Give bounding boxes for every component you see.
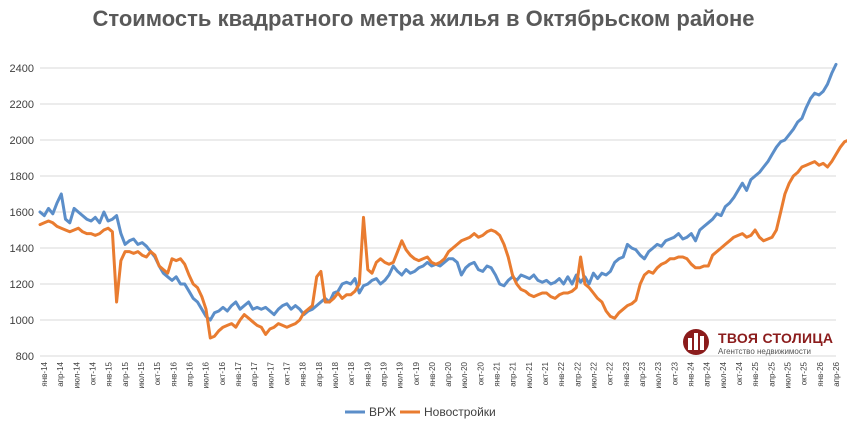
- x-tick-label: июл-23: [654, 361, 663, 388]
- x-tick-label: окт-16: [218, 361, 227, 385]
- x-tick-label: июл-18: [331, 361, 340, 388]
- x-tick-label: июл-20: [460, 361, 469, 388]
- x-tick-label: окт-17: [282, 361, 291, 385]
- y-tick-label: 1600: [10, 207, 34, 219]
- x-tick-label: окт-15: [153, 361, 162, 385]
- x-tick-label: янв-26: [816, 361, 825, 386]
- x-tick-label: июл-25: [784, 361, 793, 388]
- series-line-vrzh: [38, 62, 838, 322]
- x-tick-label: июл-22: [590, 361, 599, 388]
- x-tick-label: янв-19: [363, 361, 372, 386]
- x-tick-label: апр-15: [121, 361, 130, 386]
- x-tick-label: окт-18: [347, 361, 356, 385]
- legend: ВРЖ Новостройки: [345, 405, 496, 419]
- legend-label: ВРЖ: [369, 405, 396, 419]
- x-tick-label: июл-24: [719, 361, 728, 388]
- x-tick-label: окт-22: [606, 361, 615, 385]
- chart-title: Стоимость квадратного метра жилья в Октя…: [92, 6, 755, 31]
- x-tick-label: апр-14: [56, 361, 65, 386]
- x-tick-label: окт-23: [670, 361, 679, 385]
- x-tick-label: апр-23: [638, 361, 647, 386]
- x-tick-label: окт-20: [476, 361, 485, 385]
- x-tick-label: июл-17: [266, 361, 275, 388]
- gridlines: [40, 67, 836, 357]
- y-tick-label: 2400: [10, 63, 34, 75]
- x-tick-label: окт-14: [88, 361, 97, 385]
- x-tick-label: янв-24: [687, 361, 696, 386]
- x-tick-label: окт-19: [412, 361, 421, 385]
- y-tick-label: 1200: [10, 279, 34, 291]
- x-tick-label: апр-18: [315, 361, 324, 386]
- x-tick-label: янв-21: [493, 361, 502, 386]
- x-tick-label: янв-25: [751, 361, 760, 386]
- x-tick-label: июл-19: [396, 361, 405, 388]
- y-tick-label: 1400: [10, 243, 34, 255]
- x-tick-label: янв-15: [105, 361, 114, 386]
- x-tick-label: янв-22: [557, 361, 566, 386]
- x-tick-label: июл-15: [137, 361, 146, 388]
- y-axis-ticks: 800 1000 1200 1400 1600 1800 2000 2200 2400: [10, 63, 34, 363]
- series-line-novostroyki: [38, 139, 847, 340]
- x-tick-label: июл-21: [525, 361, 534, 388]
- brand-logo: ТВОЯ СТОЛИЦА Агентство недвижимости: [682, 328, 834, 356]
- y-tick-label: 800: [16, 351, 34, 363]
- y-tick-label: 2000: [10, 135, 34, 147]
- x-tick-label: янв-17: [234, 361, 243, 386]
- x-tick-label: янв-14: [40, 361, 49, 386]
- x-tick-label: янв-16: [169, 361, 178, 386]
- logo-subtitle: Агентство недвижимости: [718, 347, 811, 356]
- x-tick-label: апр-17: [250, 361, 259, 386]
- x-tick-label: июл-14: [72, 361, 81, 388]
- x-tick-label: окт-21: [541, 361, 550, 385]
- legend-label: Новостройки: [424, 405, 496, 419]
- x-tick-label: янв-18: [299, 361, 308, 386]
- x-tick-label: апр-25: [767, 361, 776, 386]
- x-tick-label: июл-16: [202, 361, 211, 388]
- logo-name: ТВОЯ СТОЛИЦА: [718, 330, 834, 346]
- x-tick-label: окт-24: [735, 361, 744, 385]
- x-tick-label: окт-25: [800, 361, 809, 385]
- building-logo-icon: [683, 329, 709, 355]
- x-tick-label: апр-20: [444, 361, 453, 386]
- x-tick-label: апр-19: [379, 361, 388, 386]
- y-tick-label: 2200: [10, 99, 34, 111]
- y-tick-label: 1000: [10, 315, 34, 327]
- x-tick-label: янв-23: [622, 361, 631, 386]
- y-tick-label: 1800: [10, 171, 34, 183]
- x-tick-label: янв-20: [428, 361, 437, 386]
- x-tick-label: апр-26: [832, 361, 841, 386]
- x-tick-label: апр-16: [185, 361, 194, 386]
- x-tick-label: апр-22: [573, 361, 582, 386]
- series-lines: [38, 62, 847, 340]
- x-tick-label: апр-21: [509, 361, 518, 386]
- x-tick-label: апр-24: [703, 361, 712, 386]
- x-axis-ticks: янв-14 апр-14 июл-14 окт-14 янв-15 апр-15 июл-…: [40, 361, 841, 388]
